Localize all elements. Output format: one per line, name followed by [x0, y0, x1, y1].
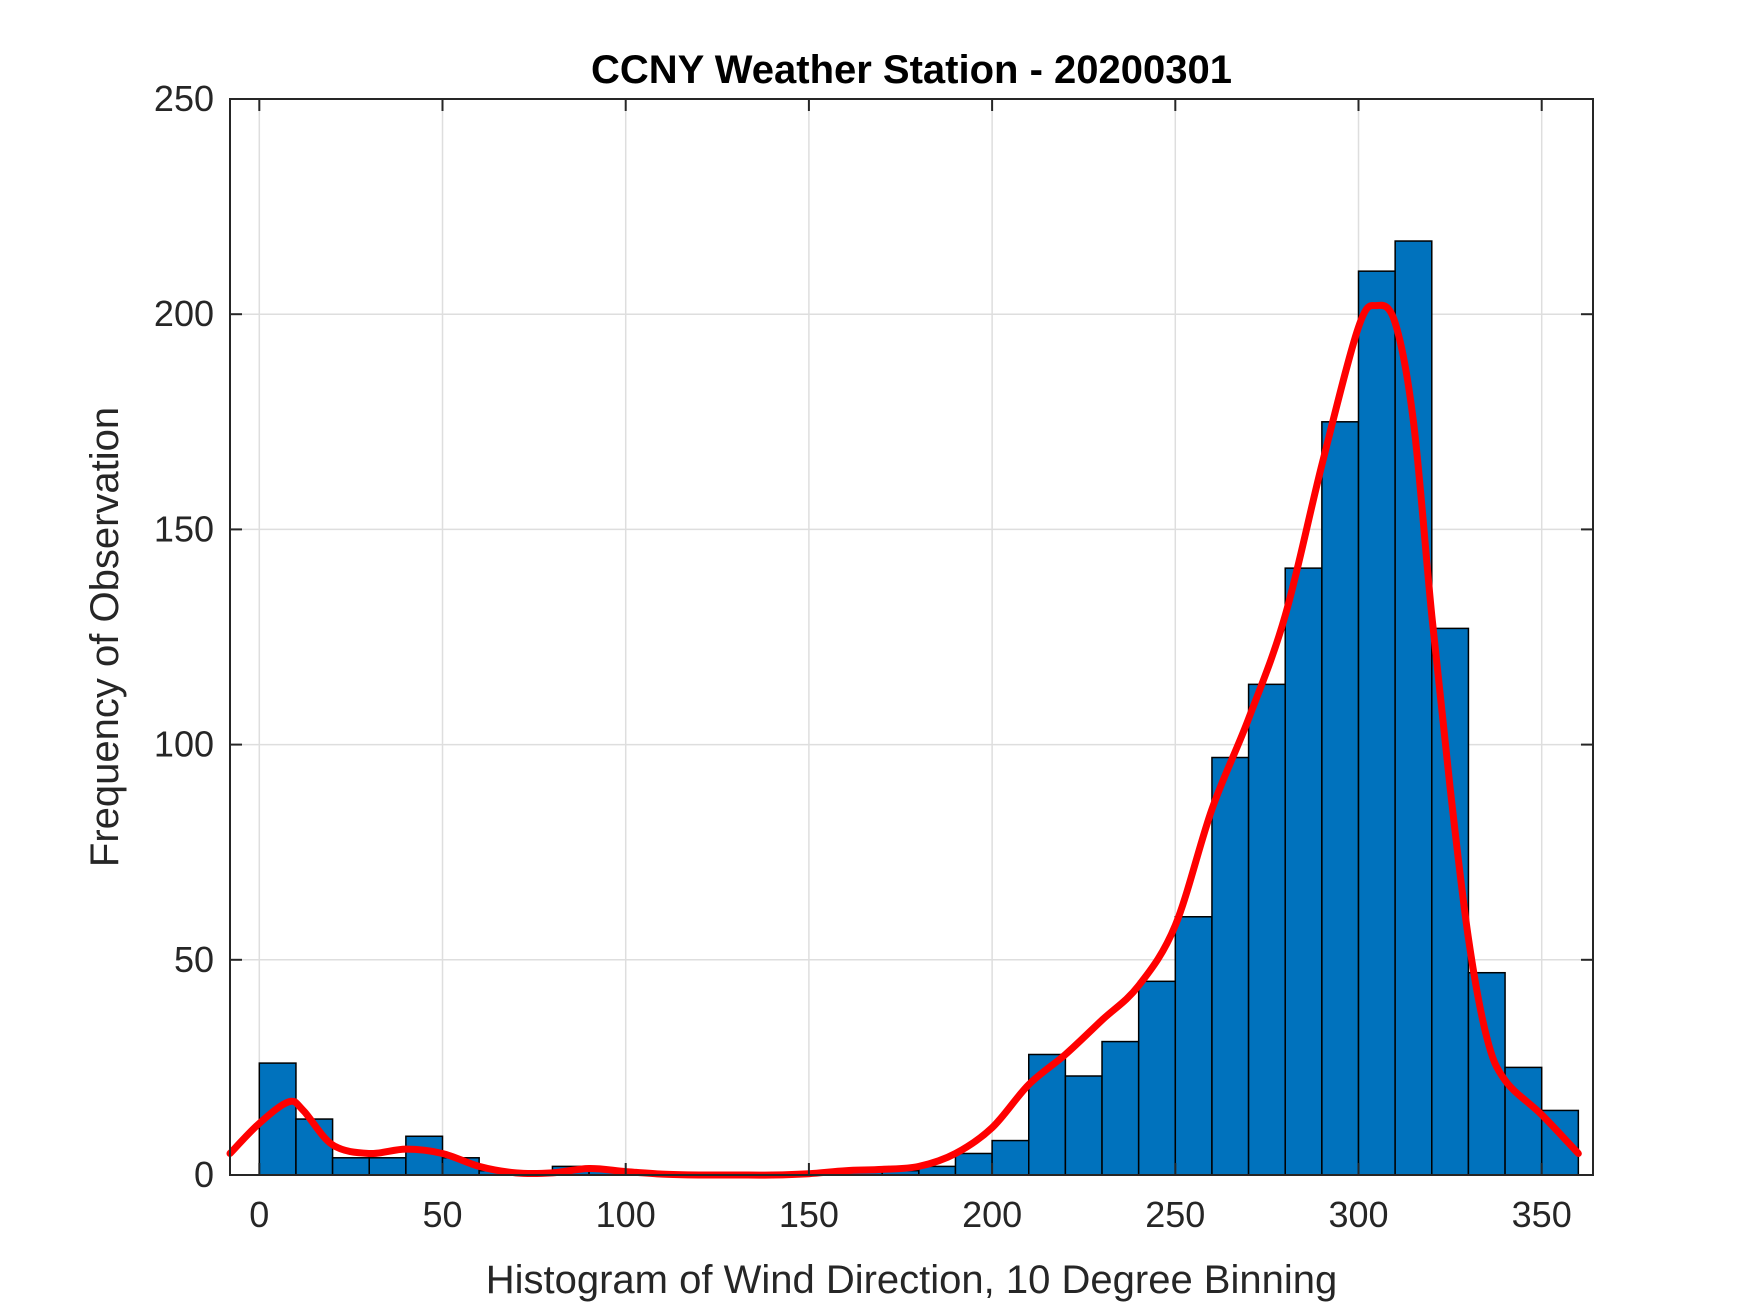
y-tick-label: 0	[194, 1154, 214, 1195]
histogram-bar	[1137, 980, 1177, 1176]
x-axis-label: Histogram of Wind Direction, 10 Degree B…	[486, 1258, 1338, 1302]
y-axis-label: Frequency of Observation	[83, 407, 127, 867]
histogram-bar	[368, 1157, 407, 1176]
histogram-bar	[1101, 1040, 1140, 1176]
x-tick-label: 250	[1145, 1194, 1205, 1235]
histogram-bar	[991, 1139, 1030, 1176]
y-tick-label: 150	[154, 508, 214, 549]
kde-curve	[226, 301, 1582, 1179]
x-tick-label: 200	[962, 1194, 1022, 1235]
histogram-bar	[1174, 916, 1213, 1176]
histogram-bar	[1321, 421, 1360, 1176]
x-tick-label: 300	[1328, 1194, 1388, 1235]
histogram-bar	[1211, 756, 1250, 1176]
y-tick-labels: 0 50 100 150 200 250	[154, 78, 214, 1195]
histogram-bar	[1394, 240, 1433, 1176]
x-tick-label: 0	[249, 1194, 269, 1235]
histogram-bar	[1247, 683, 1286, 1176]
y-tick-label: 50	[174, 939, 214, 980]
y-tick-label: 200	[154, 293, 214, 334]
axes-box	[229, 98, 1594, 1176]
y-tick-label: 100	[154, 724, 214, 765]
x-tick-label: 150	[779, 1194, 839, 1235]
bars	[258, 240, 1580, 1176]
x-tick-label: 50	[422, 1194, 462, 1235]
histogram-bar	[1357, 270, 1396, 1176]
x-tick-label: 350	[1512, 1194, 1572, 1235]
histogram-bar	[954, 1152, 993, 1176]
chart-title: CCNY Weather Station - 20200301	[591, 48, 1232, 92]
histogram-bar	[1284, 567, 1323, 1176]
x-tick-label: 100	[596, 1194, 656, 1235]
histogram-bar	[331, 1157, 370, 1176]
tick-marks	[230, 98, 1593, 1176]
x-tick-labels: 0 50 100 150 200 250 300 350	[249, 1194, 1571, 1235]
axes	[229, 98, 1594, 1176]
histogram-bar	[1064, 1075, 1103, 1176]
y-tick-label: 250	[154, 78, 214, 119]
density-curve	[226, 301, 1582, 1179]
